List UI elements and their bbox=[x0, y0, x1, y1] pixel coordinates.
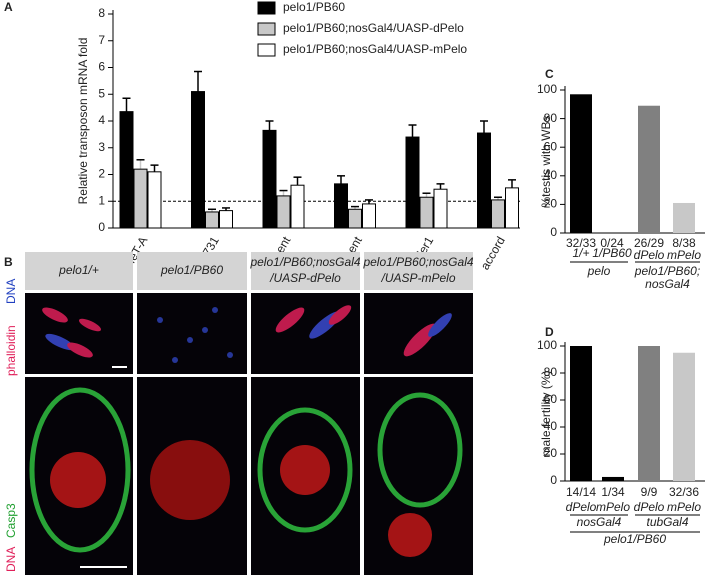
row-label: phalloidin bbox=[4, 325, 18, 376]
y-tick-label: 20 bbox=[544, 197, 558, 211]
legend-label: pelo1/PB60 bbox=[283, 0, 345, 14]
column-label: pelo1/PB60;nosGal4 bbox=[249, 255, 360, 269]
bar bbox=[147, 171, 162, 229]
panel-label: D bbox=[545, 325, 554, 339]
bar bbox=[419, 196, 434, 229]
column-header bbox=[251, 252, 360, 290]
bar bbox=[205, 211, 219, 229]
y-tick-label: 4 bbox=[98, 113, 105, 127]
legend-swatch bbox=[257, 43, 276, 57]
sub-label: dPelo bbox=[634, 248, 665, 262]
y-axis-label: male fertility (%) bbox=[539, 370, 553, 456]
sub-label: dPelo bbox=[634, 500, 665, 514]
y-tick-label: 0 bbox=[550, 225, 557, 239]
y-axis-label: Relative transposon mRNA fold bbox=[76, 38, 90, 205]
bar bbox=[638, 105, 660, 233]
panel-label: A bbox=[4, 0, 13, 14]
panel-label: B bbox=[4, 255, 13, 269]
bar bbox=[334, 183, 348, 229]
bar bbox=[276, 195, 291, 229]
bar bbox=[491, 199, 505, 229]
row-label: Casp3 bbox=[4, 503, 18, 538]
bar bbox=[133, 168, 148, 229]
y-tick-label: 8 bbox=[98, 6, 105, 20]
y-tick-label: 0 bbox=[98, 220, 105, 234]
x-tick-label: 26/29 bbox=[634, 236, 664, 250]
group-label: nosGal4 bbox=[645, 277, 690, 291]
group-label: tubGal4 bbox=[646, 515, 688, 529]
sub-label: mPelo bbox=[667, 248, 701, 262]
bar bbox=[433, 188, 448, 229]
bar bbox=[191, 91, 205, 229]
column-label: /UASP-dPelo bbox=[269, 271, 341, 285]
footer-label: pelo1/PB60 bbox=[603, 532, 666, 546]
y-tick-label: 5 bbox=[98, 86, 105, 100]
legend-swatch bbox=[257, 1, 276, 15]
micrographs bbox=[25, 293, 473, 575]
bar bbox=[602, 476, 624, 481]
y-tick-label: 20 bbox=[544, 446, 558, 460]
group-label: nosGal4 bbox=[577, 515, 622, 529]
bar bbox=[348, 208, 362, 229]
column-label: pelo1/PB60;nosGal4 bbox=[362, 255, 473, 269]
x-tick-label: 14/14 bbox=[566, 485, 596, 499]
legend-label: pelo1/PB60;nosGal4/UASP-dPelo bbox=[283, 21, 464, 35]
y-tick-label: 100 bbox=[537, 338, 557, 352]
y-tick-label: 2 bbox=[98, 167, 105, 181]
group-label: pelo bbox=[587, 264, 611, 278]
bar bbox=[405, 136, 420, 229]
row-label: DNA bbox=[4, 279, 18, 304]
y-tick-label: 0 bbox=[550, 473, 557, 487]
panel-label: C bbox=[545, 67, 554, 81]
x-tick-label: 8/38 bbox=[672, 236, 696, 250]
bar bbox=[505, 187, 519, 229]
column-label: /UASP-mPelo bbox=[380, 271, 455, 285]
x-tick-label: 0/24 bbox=[600, 236, 624, 250]
y-tick-label: 100 bbox=[537, 82, 557, 96]
sub-label: mPelo bbox=[596, 500, 630, 514]
bar bbox=[290, 184, 305, 229]
y-tick-label: 40 bbox=[544, 168, 558, 182]
sub-label: dPelo bbox=[566, 500, 597, 514]
y-axis-label: %testis with WBs bbox=[539, 115, 553, 207]
bar bbox=[570, 94, 592, 233]
row-label: DNA bbox=[4, 547, 18, 572]
bar bbox=[638, 346, 660, 481]
column-header bbox=[25, 252, 133, 290]
sub-label: 1/+ bbox=[572, 246, 589, 260]
bar bbox=[570, 346, 592, 481]
y-tick-label: 80 bbox=[544, 111, 558, 125]
y-tick-label: 60 bbox=[544, 139, 558, 153]
bar bbox=[362, 203, 376, 229]
y-tick-label: 1 bbox=[98, 193, 105, 207]
sub-label: 1/PB60 bbox=[592, 246, 632, 260]
column-label: pelo1/PB60 bbox=[160, 263, 223, 277]
bar bbox=[673, 202, 695, 233]
bar bbox=[119, 111, 134, 229]
column-header bbox=[137, 252, 247, 290]
x-tick-label: 32/33 bbox=[566, 236, 596, 250]
column-label: pelo1/+ bbox=[58, 263, 99, 277]
y-tick-label: 7 bbox=[98, 33, 105, 47]
x-tick-label: accord bbox=[478, 234, 508, 272]
bar bbox=[477, 132, 491, 229]
y-tick-label: 3 bbox=[98, 140, 105, 154]
legend-label: pelo1/PB60;nosGal4/UASP-mPelo bbox=[283, 42, 467, 56]
x-tick-label: 9/9 bbox=[641, 485, 658, 499]
x-tick-label: 1/34 bbox=[601, 485, 625, 499]
legend-swatch bbox=[257, 22, 276, 36]
bar bbox=[262, 129, 277, 229]
bar bbox=[219, 210, 233, 229]
y-tick-label: 80 bbox=[544, 365, 558, 379]
bar bbox=[673, 352, 695, 481]
y-tick-label: 6 bbox=[98, 60, 105, 74]
sub-label: mPelo bbox=[667, 500, 701, 514]
y-tick-label: 40 bbox=[544, 419, 558, 433]
x-tick-label: 32/36 bbox=[669, 485, 699, 499]
y-tick-label: 60 bbox=[544, 392, 558, 406]
column-header bbox=[364, 252, 473, 290]
group-label: pelo1/PB60; bbox=[634, 264, 700, 278]
